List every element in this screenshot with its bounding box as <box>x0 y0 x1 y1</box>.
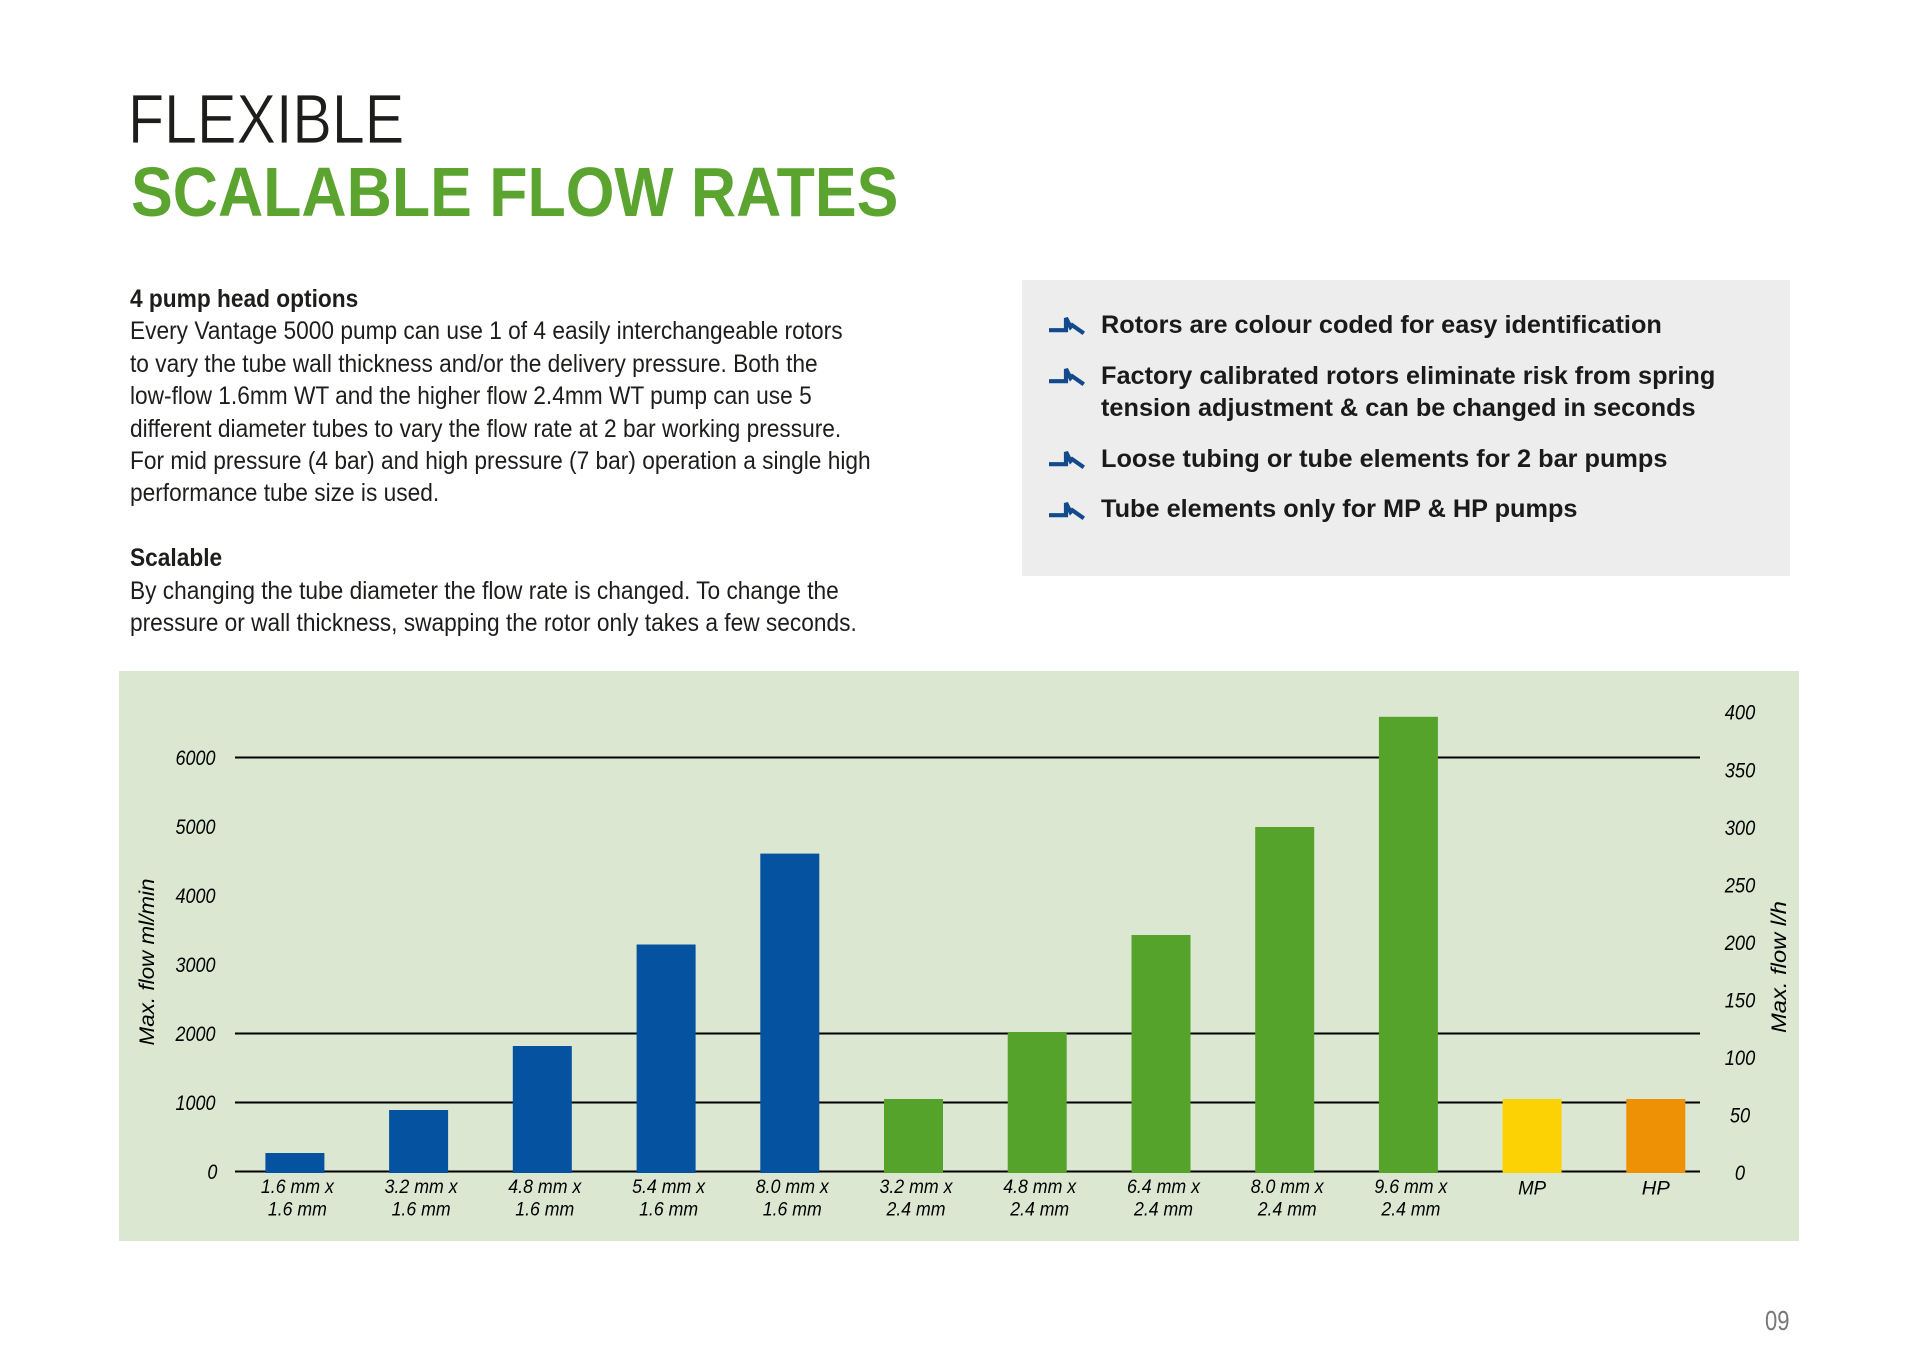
svg-text:MP: MP <box>1518 1178 1546 1199</box>
svg-text:1.6 mm: 1.6 mm <box>515 1200 574 1221</box>
svg-text:1.6 mm: 1.6 mm <box>639 1200 698 1221</box>
svg-text:1.6 mm: 1.6 mm <box>392 1200 451 1221</box>
svg-text:9.6 mm x: 9.6 mm x <box>1374 1177 1448 1198</box>
svg-text:2000: 2000 <box>175 1022 216 1046</box>
svg-text:3.2 mm x: 3.2 mm x <box>880 1177 954 1198</box>
svg-text:4.8 mm x: 4.8 mm x <box>1003 1177 1077 1198</box>
svg-text:0: 0 <box>207 1160 217 1184</box>
svg-text:8.0 mm x: 8.0 mm x <box>1251 1177 1325 1198</box>
svg-text:150: 150 <box>1725 989 1756 1013</box>
svg-text:100: 100 <box>1725 1046 1756 1070</box>
svg-text:5.4 mm x: 5.4 mm x <box>632 1177 706 1198</box>
svg-text:3000: 3000 <box>176 953 216 977</box>
svg-text:HP: HP <box>1642 1178 1670 1199</box>
svg-text:400: 400 <box>1725 701 1756 725</box>
svg-text:50: 50 <box>1730 1104 1750 1128</box>
svg-text:1.6 mm: 1.6 mm <box>268 1200 327 1221</box>
svg-text:Max. flow ml/min: Max. flow ml/min <box>135 879 159 1046</box>
svg-text:250: 250 <box>1724 873 1755 897</box>
svg-text:2.4 mm: 2.4 mm <box>886 1200 946 1221</box>
svg-text:3.2 mm x: 3.2 mm x <box>385 1177 459 1198</box>
svg-text:6000: 6000 <box>176 746 216 770</box>
svg-text:200: 200 <box>1724 931 1755 955</box>
svg-text:8.0 mm x: 8.0 mm x <box>756 1177 830 1198</box>
svg-text:2.4 mm: 2.4 mm <box>1257 1200 1317 1221</box>
svg-text:Max. flow l/h: Max. flow l/h <box>1767 901 1791 1033</box>
svg-text:2.4 mm: 2.4 mm <box>1380 1200 1440 1221</box>
svg-text:2.4 mm: 2.4 mm <box>1133 1200 1193 1221</box>
svg-text:4.8 mm x: 4.8 mm x <box>508 1177 582 1198</box>
svg-text:0: 0 <box>1735 1161 1745 1185</box>
svg-text:5000: 5000 <box>176 815 216 839</box>
svg-text:1000: 1000 <box>176 1091 216 1115</box>
svg-text:2.4 mm: 2.4 mm <box>1009 1200 1069 1221</box>
svg-text:350: 350 <box>1725 758 1756 782</box>
svg-text:1.6 mm: 1.6 mm <box>763 1200 822 1221</box>
svg-text:300: 300 <box>1725 816 1756 840</box>
svg-text:1.6 mm x: 1.6 mm x <box>261 1177 335 1198</box>
svg-text:6.4 mm x: 6.4 mm x <box>1127 1177 1201 1198</box>
svg-text:4000: 4000 <box>176 884 216 908</box>
